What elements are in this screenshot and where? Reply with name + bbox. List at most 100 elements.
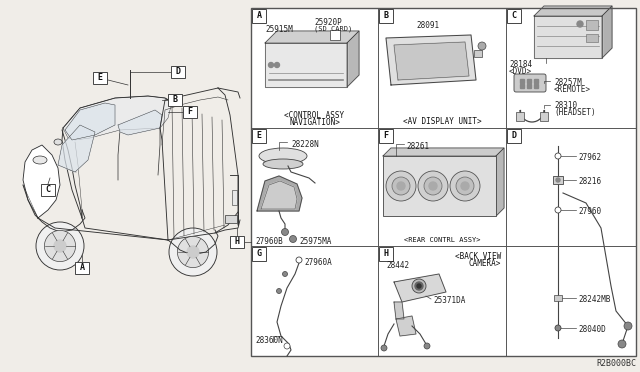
Ellipse shape bbox=[259, 148, 307, 164]
Bar bbox=[586, 20, 598, 30]
Polygon shape bbox=[23, 145, 60, 218]
Circle shape bbox=[424, 177, 442, 195]
Bar bbox=[232, 190, 237, 205]
Bar bbox=[507, 129, 521, 143]
Bar bbox=[520, 79, 524, 83]
Polygon shape bbox=[65, 103, 115, 140]
Text: D: D bbox=[511, 131, 516, 141]
Bar bbox=[93, 72, 107, 84]
Text: 27960A: 27960A bbox=[304, 258, 332, 267]
Text: 28091: 28091 bbox=[416, 21, 439, 30]
Text: 27960B: 27960B bbox=[255, 237, 283, 246]
Bar bbox=[252, 9, 266, 23]
Circle shape bbox=[284, 343, 290, 349]
Polygon shape bbox=[257, 176, 302, 211]
Circle shape bbox=[429, 182, 437, 190]
Polygon shape bbox=[602, 6, 612, 58]
Text: 28216: 28216 bbox=[578, 176, 601, 186]
Circle shape bbox=[386, 171, 416, 201]
Text: R2B000BC: R2B000BC bbox=[596, 359, 636, 368]
Text: D: D bbox=[175, 67, 180, 77]
Bar bbox=[225, 215, 237, 223]
Text: <DVD>: <DVD> bbox=[509, 67, 532, 76]
Bar bbox=[263, 156, 303, 164]
Polygon shape bbox=[386, 35, 476, 85]
Polygon shape bbox=[63, 96, 172, 140]
Text: 25915M: 25915M bbox=[265, 25, 292, 34]
Text: H: H bbox=[383, 250, 388, 259]
Circle shape bbox=[282, 272, 287, 276]
Circle shape bbox=[54, 240, 66, 252]
Circle shape bbox=[577, 21, 583, 27]
Circle shape bbox=[282, 228, 289, 235]
Bar bbox=[383, 156, 496, 216]
Bar bbox=[41, 184, 55, 196]
Text: (HEADSET): (HEADSET) bbox=[554, 108, 596, 117]
Text: (SD CARD): (SD CARD) bbox=[314, 25, 352, 32]
Circle shape bbox=[169, 228, 217, 276]
Text: B: B bbox=[173, 96, 177, 105]
Circle shape bbox=[296, 257, 302, 263]
Circle shape bbox=[187, 246, 199, 258]
Circle shape bbox=[177, 236, 209, 267]
Bar bbox=[183, 106, 197, 118]
Text: B: B bbox=[383, 12, 388, 20]
Text: <AV DISPLAY UNIT>: <AV DISPLAY UNIT> bbox=[403, 117, 481, 126]
Bar bbox=[168, 94, 182, 106]
Text: H: H bbox=[234, 237, 239, 247]
Text: 28360N: 28360N bbox=[255, 336, 283, 345]
Circle shape bbox=[269, 62, 273, 67]
Polygon shape bbox=[394, 42, 469, 80]
Text: E: E bbox=[97, 74, 102, 83]
Bar bbox=[171, 66, 185, 78]
Bar bbox=[540, 112, 548, 121]
Circle shape bbox=[555, 153, 561, 159]
Ellipse shape bbox=[263, 159, 303, 169]
Polygon shape bbox=[58, 125, 95, 172]
Circle shape bbox=[461, 182, 469, 190]
Polygon shape bbox=[534, 16, 602, 58]
Circle shape bbox=[276, 289, 282, 294]
Bar bbox=[507, 9, 521, 23]
Text: CAMERA>: CAMERA> bbox=[468, 259, 501, 268]
Circle shape bbox=[424, 343, 430, 349]
Polygon shape bbox=[496, 148, 504, 216]
Polygon shape bbox=[261, 181, 297, 209]
Bar bbox=[252, 247, 266, 261]
Circle shape bbox=[289, 235, 296, 243]
Text: 25371DA: 25371DA bbox=[433, 296, 465, 305]
Text: 28040D: 28040D bbox=[578, 324, 605, 334]
Text: 28228N: 28228N bbox=[291, 140, 319, 149]
Text: <BACK VIEW: <BACK VIEW bbox=[455, 252, 501, 261]
Bar bbox=[527, 84, 531, 88]
Text: 28261: 28261 bbox=[406, 142, 429, 151]
Bar bbox=[379, 129, 393, 143]
FancyBboxPatch shape bbox=[514, 74, 546, 92]
Circle shape bbox=[555, 207, 561, 213]
Circle shape bbox=[44, 230, 76, 262]
Text: A: A bbox=[257, 12, 262, 20]
Circle shape bbox=[412, 279, 426, 293]
Text: NAVIGATION>: NAVIGATION> bbox=[289, 118, 340, 127]
Ellipse shape bbox=[54, 139, 62, 145]
Circle shape bbox=[478, 42, 486, 50]
Text: 28242MB: 28242MB bbox=[578, 295, 611, 304]
Circle shape bbox=[556, 178, 560, 182]
Bar bbox=[251, 8, 636, 356]
Bar bbox=[379, 247, 393, 261]
Text: G: G bbox=[257, 250, 262, 259]
Polygon shape bbox=[265, 31, 359, 43]
Text: <CONTROL ASSY: <CONTROL ASSY bbox=[284, 111, 344, 120]
Circle shape bbox=[36, 222, 84, 270]
Bar bbox=[474, 50, 482, 57]
Text: 28257M: 28257M bbox=[554, 78, 582, 87]
Bar bbox=[586, 34, 598, 42]
Bar bbox=[251, 8, 636, 356]
Bar bbox=[534, 79, 538, 83]
Circle shape bbox=[555, 325, 561, 331]
Text: 28310: 28310 bbox=[554, 101, 577, 110]
Circle shape bbox=[618, 340, 626, 348]
Bar bbox=[553, 176, 563, 184]
Text: 28442: 28442 bbox=[386, 261, 409, 270]
Bar bbox=[520, 84, 524, 88]
